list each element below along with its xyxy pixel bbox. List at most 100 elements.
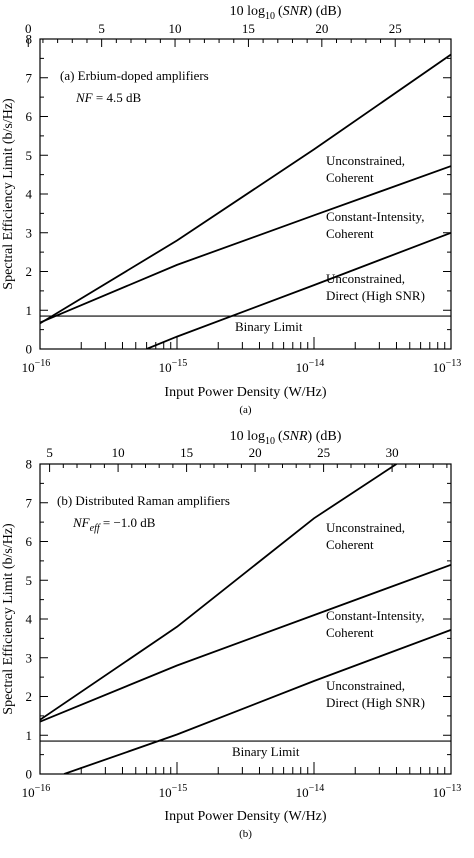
top-axis-title-main: 10 log [230, 429, 265, 444]
y-tick-label: 2 [26, 264, 33, 279]
y-tick-label: 6 [26, 534, 33, 549]
series-line-1 [40, 464, 397, 721]
y-tick-label: 0 [26, 342, 33, 357]
top-axis-title-var: SNR [283, 429, 308, 444]
x-tick-base: 10 [159, 360, 172, 375]
series-line-3 [146, 231, 451, 349]
series-label: Direct (High SNR) [326, 695, 425, 710]
y-tick-label: 6 [26, 109, 33, 124]
top-tick-label: 10 [169, 21, 182, 36]
y-tick-label: 4 [26, 187, 33, 202]
y-tick-label: 0 [26, 767, 33, 782]
annotation-nf-var: NF [75, 90, 94, 105]
y-axis-label: Spectral Efficiency Limit (b/s/Hz) [1, 98, 16, 290]
top-tick-label: 0 [25, 21, 32, 36]
top-axis-title-sub: 10 [265, 436, 275, 447]
paren-open: ( [278, 4, 283, 19]
top-tick-label: 15 [180, 445, 193, 460]
annotation-nf-var: NF [72, 515, 91, 530]
y-tick-label: 8 [26, 457, 33, 472]
top-tick-label: 30 [386, 445, 399, 460]
top-tick-label: 20 [249, 445, 262, 460]
annotation-nf-value: = −1.0 dB [100, 515, 156, 530]
x-tick-exponent: −16 [35, 358, 51, 369]
top-tick-label: 15 [242, 21, 255, 36]
top-axis-title-unit: (dB) [312, 429, 342, 444]
series-label: Direct (High SNR) [326, 288, 425, 303]
y-tick-label: 7 [26, 495, 33, 510]
x-tick-base: 10 [296, 360, 309, 375]
annotation-nf-sub: eff [90, 523, 101, 534]
x-tick-label: 10−13 [433, 358, 462, 375]
x-tick-label: 10−16 [22, 358, 51, 375]
series-label: Constant-Intensity, [326, 209, 424, 224]
y-tick-label: 1 [26, 728, 33, 743]
chart-panel-a: 10 log10 (SNR) (dB)0 5 10 15 20 2501234567810−… [1, 4, 461, 416]
paren-open: ( [278, 429, 283, 444]
annotation-title: (a) Erbium-doped amplifiers [60, 68, 209, 83]
x-tick-label: 10−14 [296, 358, 325, 375]
series-label: Unconstrained, [326, 153, 405, 168]
x-tick-exponent: −16 [35, 783, 51, 794]
y-tick-label: 8 [26, 32, 33, 47]
y-tick-label: 4 [26, 612, 33, 627]
series-label: Coherent [326, 537, 374, 552]
top-axis-title-main: 10 log [230, 4, 265, 19]
series-line-2 [40, 563, 451, 723]
panel-caption: (b) [239, 828, 252, 840]
x-axis-label: Input Power Density (W/Hz) [164, 385, 326, 400]
chart-panel-b: 10 log10 (SNR) (dB)5 10 15 20 25 3001234567810… [1, 429, 461, 840]
y-tick-label: 5 [26, 148, 33, 163]
x-tick-exponent: −14 [309, 358, 325, 369]
series-label: Coherent [326, 170, 374, 185]
binary-limit-label: Binary Limit [235, 319, 303, 334]
top-tick-label: 25 [389, 21, 402, 36]
x-tick-base: 10 [296, 785, 309, 800]
x-tick-exponent: −15 [172, 358, 188, 369]
y-tick-label: 2 [26, 689, 33, 704]
top-axis-title: 10 log10 (SNR) (dB) [230, 4, 342, 22]
top-axis-title: 10 log10 (SNR) (dB) [230, 429, 342, 447]
x-tick-base: 10 [433, 785, 446, 800]
y-tick-label: 3 [26, 225, 33, 240]
x-tick-exponent: −15 [172, 783, 188, 794]
x-tick-base: 10 [433, 360, 446, 375]
x-tick-base: 10 [22, 360, 35, 375]
x-tick-base: 10 [22, 785, 35, 800]
top-tick-label: 5 [46, 445, 53, 460]
series-label: Constant-Intensity, [326, 608, 424, 623]
x-tick-label: 10−13 [433, 783, 462, 800]
paren-close: ) [308, 4, 313, 19]
x-tick-exponent: −14 [309, 783, 325, 794]
annotation-nf: NF = 4.5 dB [75, 90, 141, 105]
series-group [40, 53, 451, 349]
series-label: Unconstrained, [326, 520, 405, 535]
y-axis-label: Spectral Efficiency Limit (b/s/Hz) [1, 523, 16, 715]
x-tick-base: 10 [159, 785, 172, 800]
binary-limit-label: Binary Limit [232, 744, 300, 759]
series-line-2 [40, 165, 451, 324]
top-tick-label: 10 [112, 445, 125, 460]
annotation-nf: NFeff = −1.0 dB [72, 515, 156, 534]
x-tick-exponent: −13 [446, 783, 462, 794]
y-tick-label: 1 [26, 303, 33, 318]
x-axis-label: Input Power Density (W/Hz) [164, 809, 326, 824]
x-tick-label: 10−16 [22, 783, 51, 800]
y-tick-label: 3 [26, 650, 33, 665]
series-label: Unconstrained, [326, 271, 405, 286]
top-axis-title-unit: (dB) [312, 4, 342, 19]
x-tick-label: 10−15 [159, 783, 188, 800]
top-tick-label: 25 [317, 445, 330, 460]
paren-close: ) [308, 429, 313, 444]
annotation-title: (b) Distributed Raman amplifiers [57, 493, 230, 508]
series-label: Coherent [326, 226, 374, 241]
y-tick-label: 7 [26, 70, 33, 85]
panel-caption: (a) [239, 404, 252, 416]
top-axis-title-sub: 10 [265, 11, 275, 22]
top-tick-label: 5 [98, 21, 105, 36]
y-tick-label: 5 [26, 573, 33, 588]
x-tick-label: 10−14 [296, 783, 325, 800]
top-tick-label: 20 [315, 21, 328, 36]
top-axis-title-var: SNR [283, 4, 308, 19]
